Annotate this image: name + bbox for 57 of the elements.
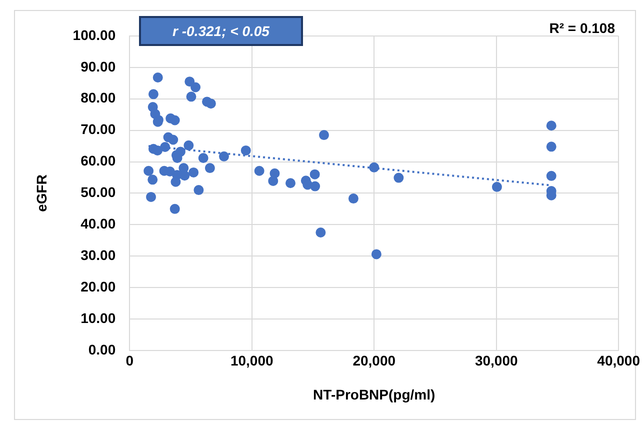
x-tick-label: 30,000: [474, 352, 518, 369]
x-tick-label: 40,000: [597, 352, 640, 369]
point: [170, 115, 180, 126]
point: [240, 145, 251, 156]
point: [218, 151, 229, 162]
point: [492, 182, 502, 192]
x-tick-label: 20,000: [352, 352, 396, 369]
point: [170, 176, 181, 187]
point: [204, 163, 215, 174]
y-tick-label: 80.00: [80, 90, 116, 106]
y-tick-label: 20.00: [80, 278, 116, 294]
point: [310, 181, 320, 192]
label-box: r -0.321; < 0.05: [139, 16, 303, 46]
point: [318, 130, 329, 140]
point: [184, 140, 194, 150]
point: [348, 194, 358, 204]
point: [206, 98, 216, 109]
y-tick-label: 90.00: [80, 58, 116, 74]
point: [546, 142, 556, 152]
text: R² = 0.108: [549, 20, 615, 36]
point: [268, 176, 278, 186]
point: [394, 172, 404, 183]
point: [152, 72, 163, 82]
point: [186, 92, 196, 102]
point: [170, 204, 180, 214]
point: [184, 76, 195, 87]
y-tick-label: 70.00: [80, 121, 116, 138]
point: [285, 178, 296, 188]
point: [198, 152, 208, 163]
y-tick-label: 60.00: [80, 152, 116, 169]
point: [148, 89, 158, 100]
point: [146, 192, 156, 202]
x-tick-label: 0: [126, 352, 134, 369]
point: [152, 145, 162, 156]
y-tick-label: 100.00: [72, 26, 116, 43]
y-tick-label: 30.00: [80, 246, 116, 263]
point: [194, 185, 204, 196]
point: [546, 120, 556, 131]
y-axis-title: eGFR: [33, 174, 50, 212]
point: [190, 82, 201, 92]
point: [160, 142, 170, 152]
point: [316, 228, 326, 238]
point: [369, 162, 380, 172]
point: [144, 166, 154, 176]
point: [148, 174, 158, 185]
point: [371, 249, 382, 260]
point: [546, 170, 556, 181]
x-tick-label: 10,000: [230, 352, 274, 369]
point: [168, 134, 178, 145]
y-tick-label: 50.00: [80, 184, 116, 200]
y-tick-label: 10.00: [80, 310, 116, 326]
point: [188, 167, 199, 178]
y-tick-label: 40.00: [80, 216, 116, 232]
point: [254, 166, 264, 176]
y-tick-label: 0.00: [88, 341, 116, 358]
point: [310, 169, 320, 180]
x-axis-title: NT-ProBNP(pg/ml): [313, 386, 436, 402]
